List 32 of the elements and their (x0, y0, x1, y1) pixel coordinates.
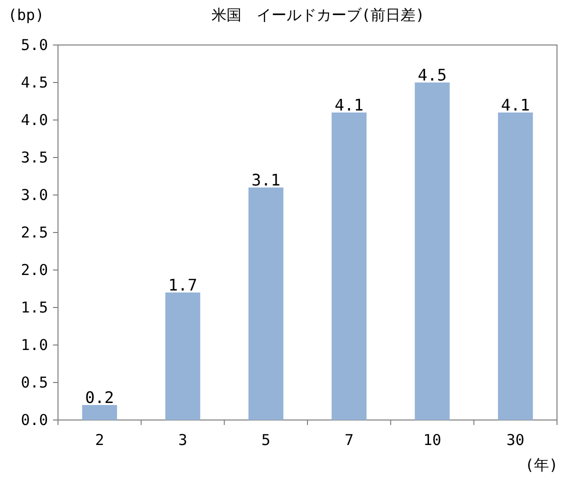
bar (82, 405, 118, 420)
bar (414, 82, 450, 420)
data-label: 4.1 (334, 96, 364, 114)
y-tick-label: 5.0 (20, 36, 48, 54)
data-label: 4.1 (500, 96, 530, 114)
x-tick-label: 10 (423, 431, 442, 449)
bar (498, 112, 533, 420)
x-tick-label: 2 (95, 431, 104, 449)
bar (248, 188, 284, 420)
x-tick-label: 5 (261, 431, 270, 449)
data-label: 4.5 (418, 66, 447, 84)
bar (332, 112, 367, 420)
y-tick-label: 3.0 (20, 186, 48, 204)
x-tick-label: 3 (178, 431, 188, 449)
data-label: 3.1 (251, 170, 280, 190)
y-tick-label: 4.5 (20, 74, 48, 92)
x-tick-label: 30 (506, 431, 524, 449)
y-tick-label: 2.0 (20, 261, 48, 279)
chart-title: 米国 イールドカーブ(前日差) (211, 6, 425, 24)
x-tick-label: 7 (344, 431, 354, 449)
data-label: 0.2 (85, 388, 114, 407)
bar (165, 292, 200, 420)
x-axis-title: (年) (524, 456, 558, 474)
y-axis-title: (bp) (8, 6, 44, 24)
y-tick-label: 0.5 (20, 374, 48, 392)
y-tick-label: 1.5 (20, 298, 48, 316)
y-tick-label: 1.0 (20, 336, 48, 354)
y-tick-label: 4.0 (20, 111, 48, 129)
y-tick-label: 2.5 (20, 224, 48, 242)
y-tick-label: 3.5 (20, 148, 48, 166)
y-tick-label: 0.0 (20, 411, 48, 429)
data-label: 1.7 (168, 276, 198, 294)
